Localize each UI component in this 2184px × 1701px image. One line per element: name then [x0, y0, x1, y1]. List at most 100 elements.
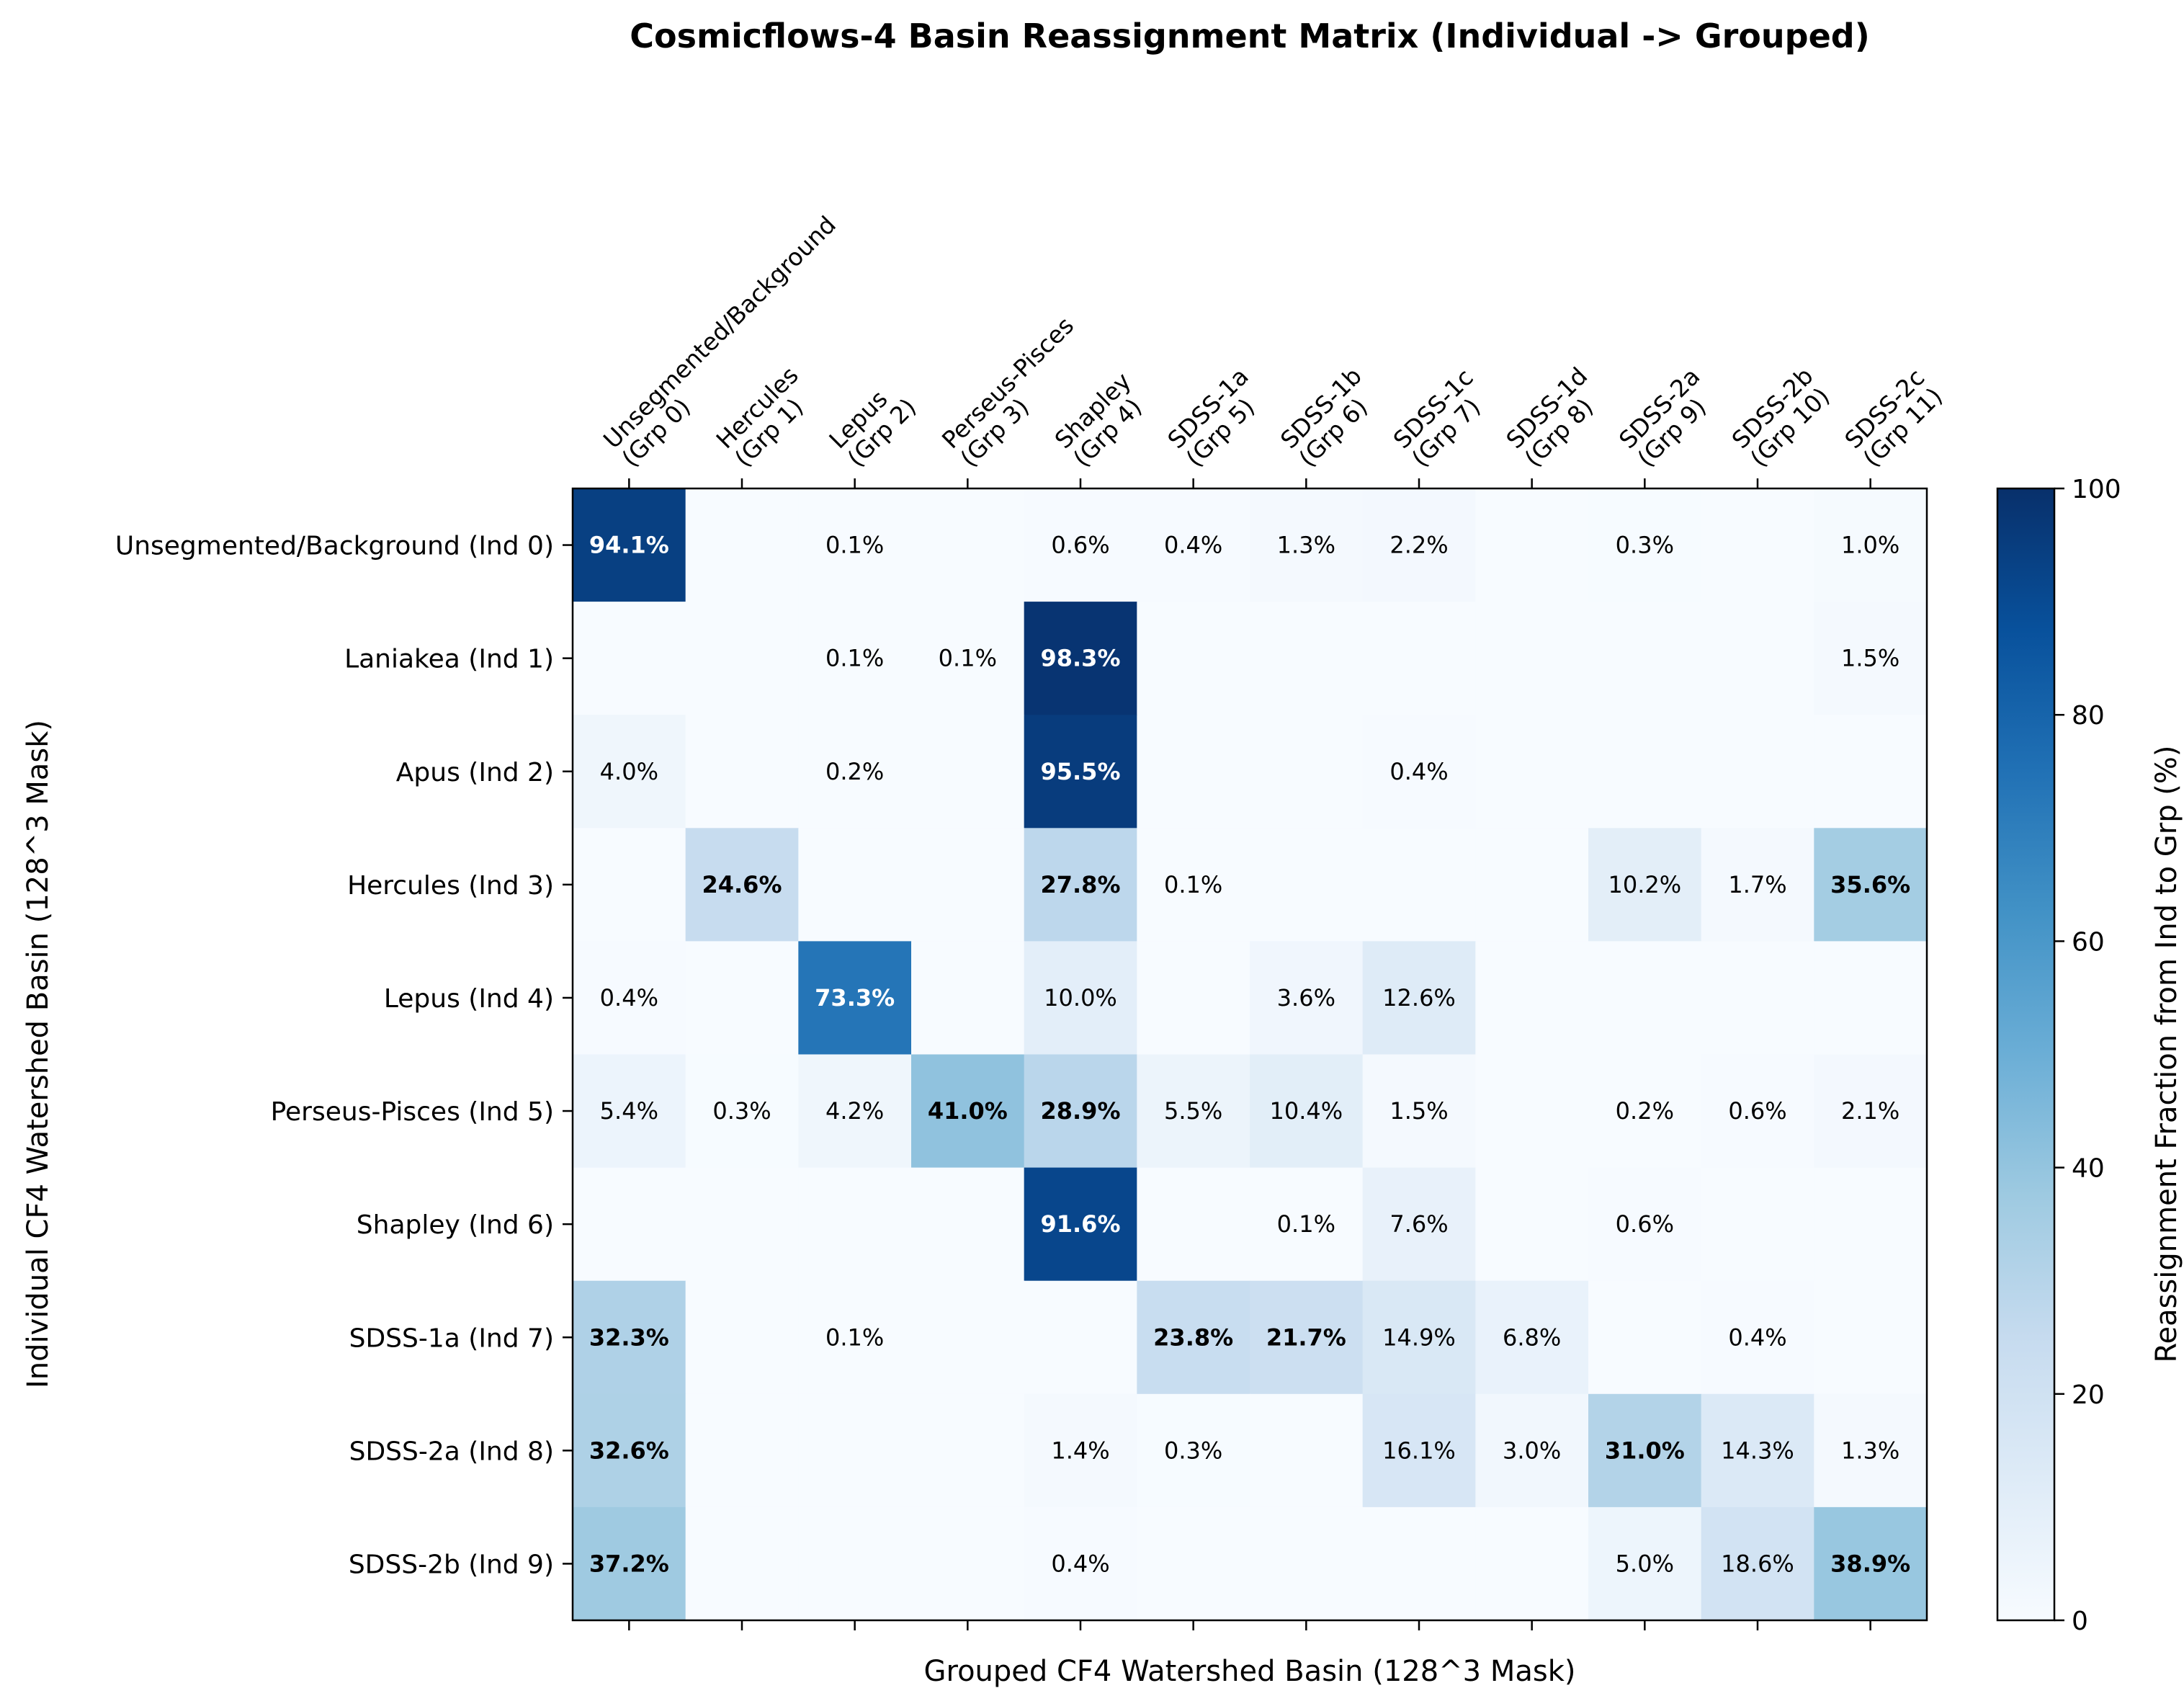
- column-label: Hercules(Grp 1): [711, 361, 823, 473]
- row-label: SDSS-1a (Ind 7): [349, 1323, 554, 1353]
- cell-value-label: 4.0%: [600, 758, 658, 785]
- x-axis-label: Grouped CF4 Watershed Basin (128^3 Mask): [924, 1655, 1576, 1688]
- cell-value-label: 35.6%: [1830, 871, 1910, 898]
- y-axis-label: Individual CF4 Watershed Basin (128^3 Ma…: [22, 720, 55, 1388]
- cell-value-label: 31.0%: [1605, 1437, 1685, 1464]
- column-label: Shapley(Grp 4): [1050, 367, 1155, 472]
- heatmap-cell: [1475, 488, 1589, 602]
- heatmap-cell: [798, 1393, 912, 1508]
- heatmap-cell: [1024, 1506, 1137, 1621]
- cell-value-label: 0.1%: [1277, 1210, 1335, 1238]
- heatmap-cell: [1137, 1280, 1250, 1395]
- colorbar-tick-label: 40: [2072, 1154, 2105, 1184]
- heatmap-cell: [685, 1167, 799, 1282]
- cell-value-label: 73.3%: [815, 984, 895, 1012]
- cell-value-label: 14.9%: [1382, 1323, 1456, 1351]
- cell-value-label: 32.6%: [589, 1437, 669, 1464]
- cell-value-label: 0.6%: [1051, 532, 1109, 559]
- cell-value-label: 24.6%: [702, 871, 782, 898]
- colorbar-tick-label: 60: [2072, 927, 2105, 957]
- cell-value-label: 1.5%: [1389, 1097, 1448, 1125]
- cell-value-label: 7.6%: [1389, 1210, 1448, 1238]
- heatmap-cell: [573, 1054, 686, 1169]
- cell-value-label: 0.2%: [1616, 1097, 1674, 1125]
- heatmap-cell: [1024, 602, 1137, 715]
- heatmap-cell: [1701, 602, 1814, 715]
- heatmap-cells: [573, 488, 1928, 1621]
- column-label: SDSS-1b(Grp 6): [1275, 362, 1386, 473]
- heatmap-cell: [1137, 828, 1250, 942]
- heatmap-cell: [1588, 1393, 1702, 1508]
- cell-value-label: 1.0%: [1841, 532, 1899, 559]
- heatmap-cell: [911, 715, 1025, 829]
- heatmap-cell: [685, 715, 799, 829]
- heatmap-cell: [1701, 1167, 1814, 1282]
- cell-value-label: 0.1%: [939, 645, 997, 672]
- heatmap-cell: [1588, 1167, 1702, 1282]
- row-label: Shapley (Ind 6): [357, 1210, 554, 1240]
- heatmap-cell: [1024, 1393, 1137, 1508]
- heatmap-cell: [573, 1506, 686, 1621]
- heatmap-cell: [798, 1167, 912, 1282]
- cell-value-label: 6.8%: [1503, 1323, 1561, 1351]
- colorbar: [1996, 487, 2056, 1622]
- heatmap-cell: [573, 828, 686, 942]
- row-label: SDSS-2b (Ind 9): [349, 1550, 554, 1579]
- colorbar-label: Reassignment Fraction from Ind to Grp (%…: [2150, 745, 2183, 1362]
- cell-value-label: 0.6%: [1616, 1210, 1674, 1238]
- heatmap-cell: [1475, 941, 1589, 1055]
- heatmap-cell: [1701, 1506, 1814, 1621]
- heatmap-cell: [1701, 1280, 1814, 1395]
- cell-value-label: 10.0%: [1044, 984, 1117, 1012]
- colorbar-tick-label: 0: [2072, 1607, 2088, 1636]
- heatmap-cell: [798, 602, 912, 715]
- cell-value-label: 10.2%: [1608, 871, 1682, 898]
- heatmap-cell: [1024, 941, 1137, 1055]
- colorbar-ticks: 0 20 40 60 80 100: [2054, 475, 2121, 1636]
- heatmap-cell: [911, 828, 1025, 942]
- heatmap-cell: [1588, 602, 1702, 715]
- heatmap-cell: [1250, 1280, 1364, 1395]
- heatmap-cell: [1475, 1280, 1589, 1395]
- heatmap-cell: [1814, 488, 1928, 602]
- heatmap-cell: [1362, 1280, 1476, 1395]
- row-label: Laniakea (Ind 1): [344, 645, 554, 674]
- heatmap-cell: [1137, 602, 1250, 715]
- heatmap-cell: [911, 941, 1025, 1055]
- cell-value-label: 18.6%: [1721, 1550, 1794, 1577]
- heatmap-cell: [1137, 1393, 1250, 1508]
- heatmap-cell: [1814, 1280, 1928, 1395]
- cell-value-label: 0.1%: [825, 532, 884, 559]
- heatmap-cell: [1250, 715, 1364, 829]
- cell-value-label: 27.8%: [1040, 871, 1120, 898]
- heatmap-cell: [1250, 828, 1364, 942]
- heatmap-cell: [798, 715, 912, 829]
- heatmap-cell: [1475, 1506, 1589, 1621]
- heatmap-cell: [573, 1280, 686, 1395]
- heatmap-cell: [1362, 941, 1476, 1055]
- cell-value-label: 38.9%: [1830, 1550, 1910, 1577]
- column-label: SDSS-2c(Grp 11): [1839, 363, 1948, 473]
- cell-value-label: 91.6%: [1040, 1210, 1120, 1238]
- cell-value-label: 1.3%: [1277, 532, 1335, 559]
- heatmap-cell: [1362, 1506, 1476, 1621]
- column-label: SDSS-1a(Grp 5): [1162, 362, 1272, 473]
- heatmap-cell: [1701, 715, 1814, 829]
- cell-value-label: 0.3%: [1164, 1437, 1222, 1464]
- cell-value-label: 0.3%: [1616, 532, 1674, 559]
- heatmap-cell: [1475, 828, 1589, 942]
- heatmap-cell: [1814, 602, 1928, 715]
- cell-value-label: 4.2%: [825, 1097, 884, 1125]
- heatmap-cell: [1701, 488, 1814, 602]
- colorbar-tick-label: 80: [2072, 701, 2105, 731]
- heatmap-cell: [911, 1054, 1025, 1169]
- heatmap-cell: [1362, 715, 1476, 829]
- cell-value-label: 16.1%: [1382, 1437, 1456, 1464]
- heatmap-cell: [1701, 1054, 1814, 1169]
- heatmap-cell: [1362, 602, 1476, 715]
- cell-value-label: 28.9%: [1040, 1097, 1120, 1125]
- cell-value-label: 1.4%: [1051, 1437, 1109, 1464]
- heatmap-cell: [911, 1280, 1025, 1395]
- row-label: Hercules (Ind 3): [347, 871, 554, 901]
- column-label: Lepus(Grp 2): [823, 375, 921, 473]
